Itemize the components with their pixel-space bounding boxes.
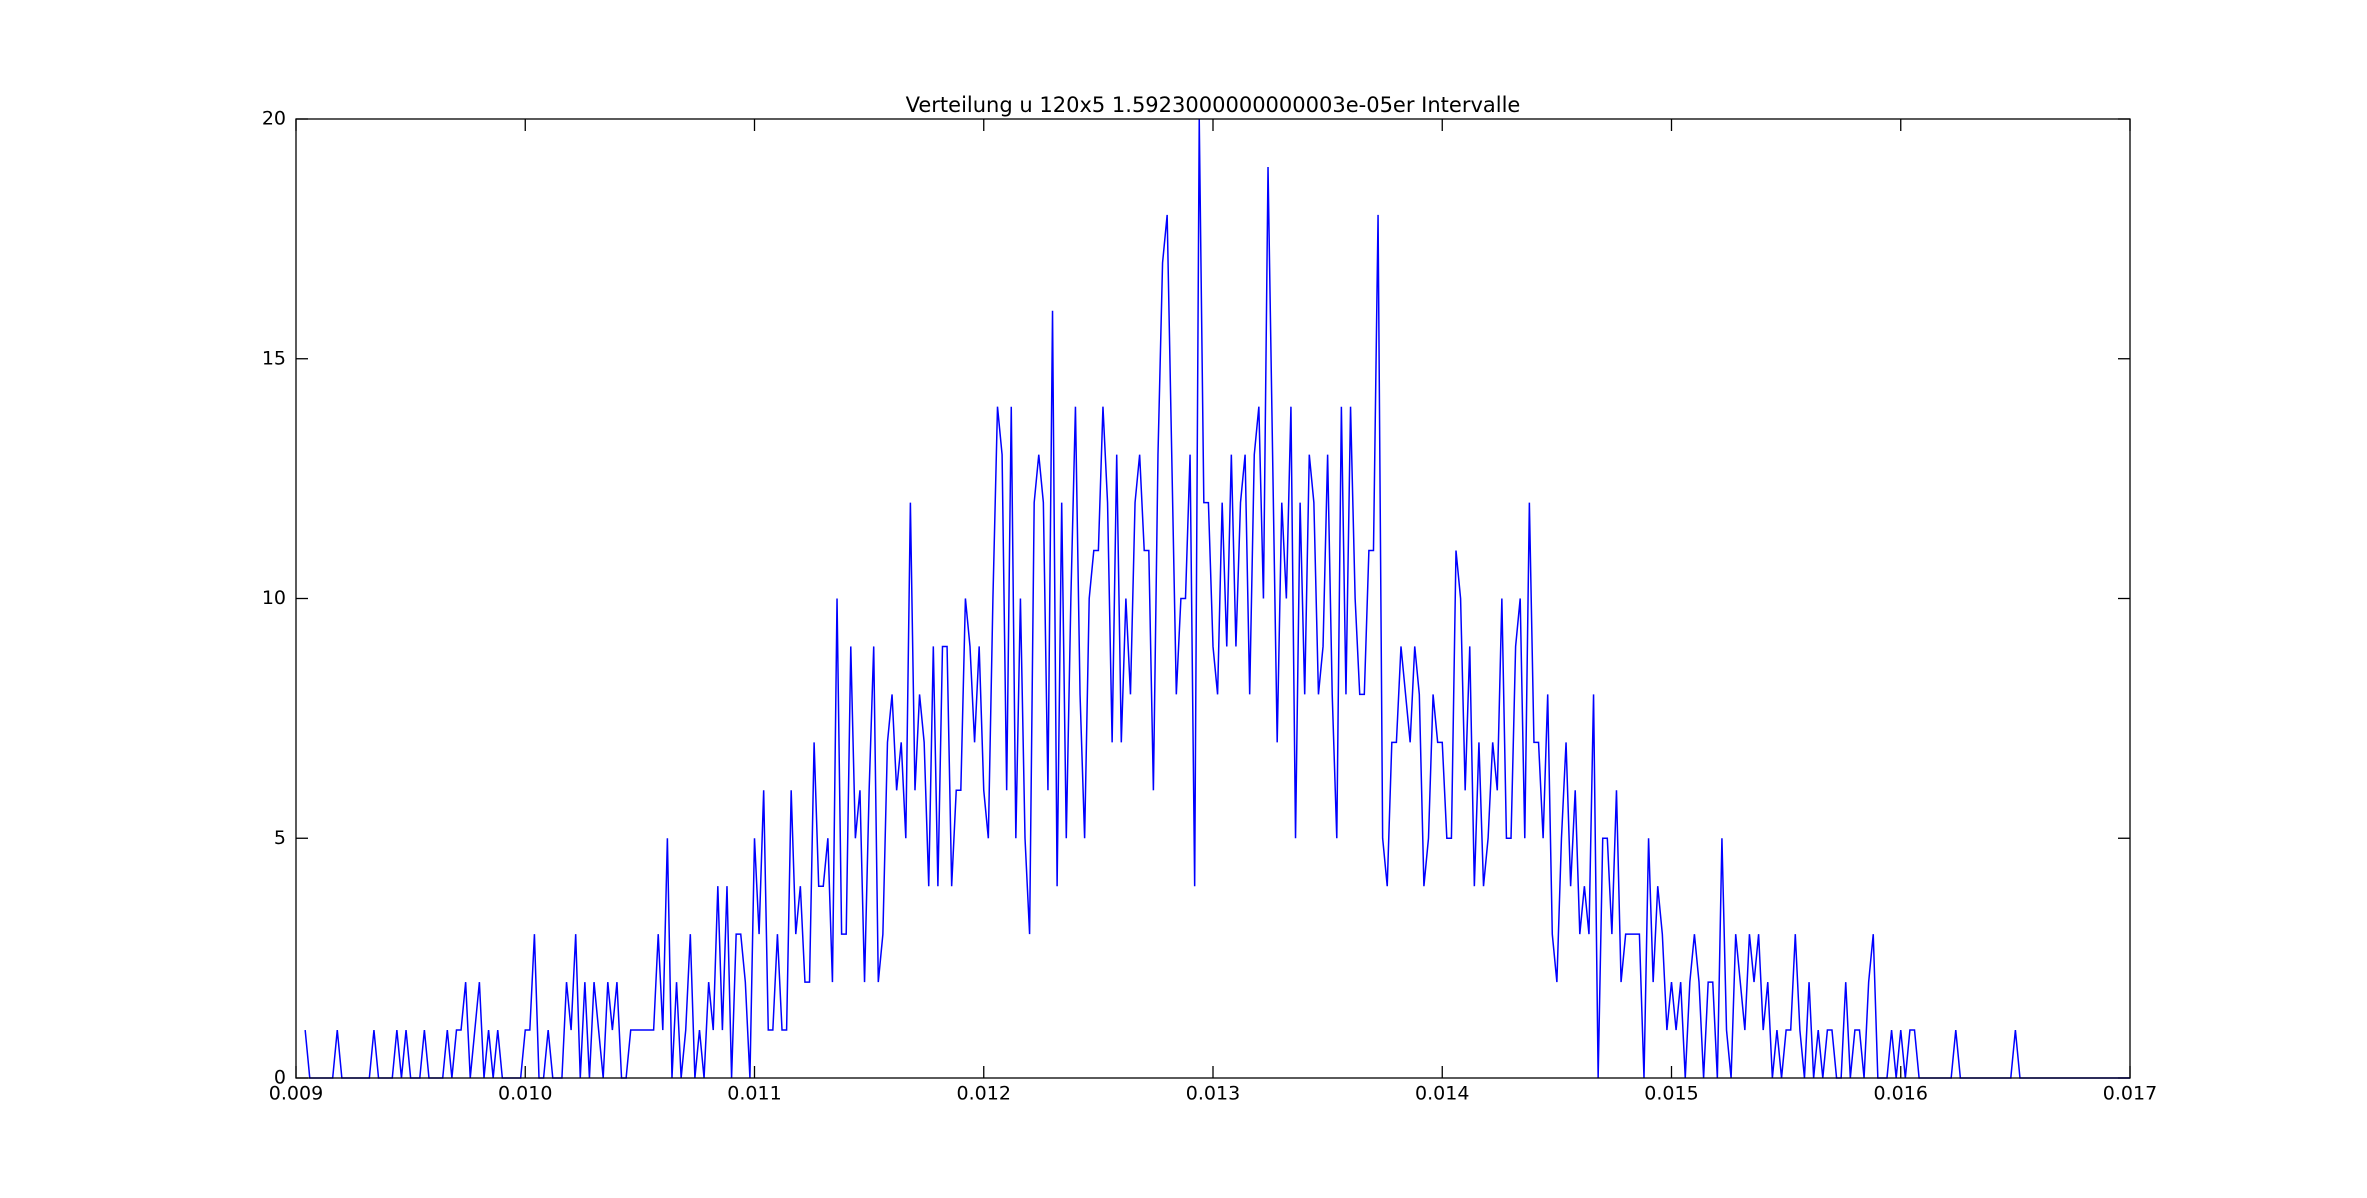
y-tick-label: 0 (274, 1067, 286, 1089)
x-tick-label: 0.009 (269, 1083, 323, 1105)
x-tick-label: 0.012 (957, 1083, 1011, 1105)
plot-frame (295, 118, 2131, 1079)
y-tick-label: 5 (274, 827, 286, 849)
x-tick-label: 0.015 (1644, 1083, 1698, 1105)
y-tick-label: 15 (262, 347, 286, 369)
x-tick-label: 0.014 (1415, 1083, 1469, 1105)
chart-title: Verteilung u 120x5 1.5923000000000003e-0… (906, 93, 1521, 117)
y-tick-label: 20 (262, 108, 286, 130)
x-tick-label: 0.017 (2103, 1083, 2157, 1105)
x-tick-label: 0.011 (727, 1083, 781, 1105)
y-tick-label: 10 (262, 587, 286, 609)
data-line (304, 118, 2130, 1079)
x-tick-label: 0.010 (498, 1083, 552, 1105)
x-tick-label: 0.013 (1186, 1083, 1240, 1105)
x-tick-label: 0.016 (1874, 1083, 1928, 1105)
